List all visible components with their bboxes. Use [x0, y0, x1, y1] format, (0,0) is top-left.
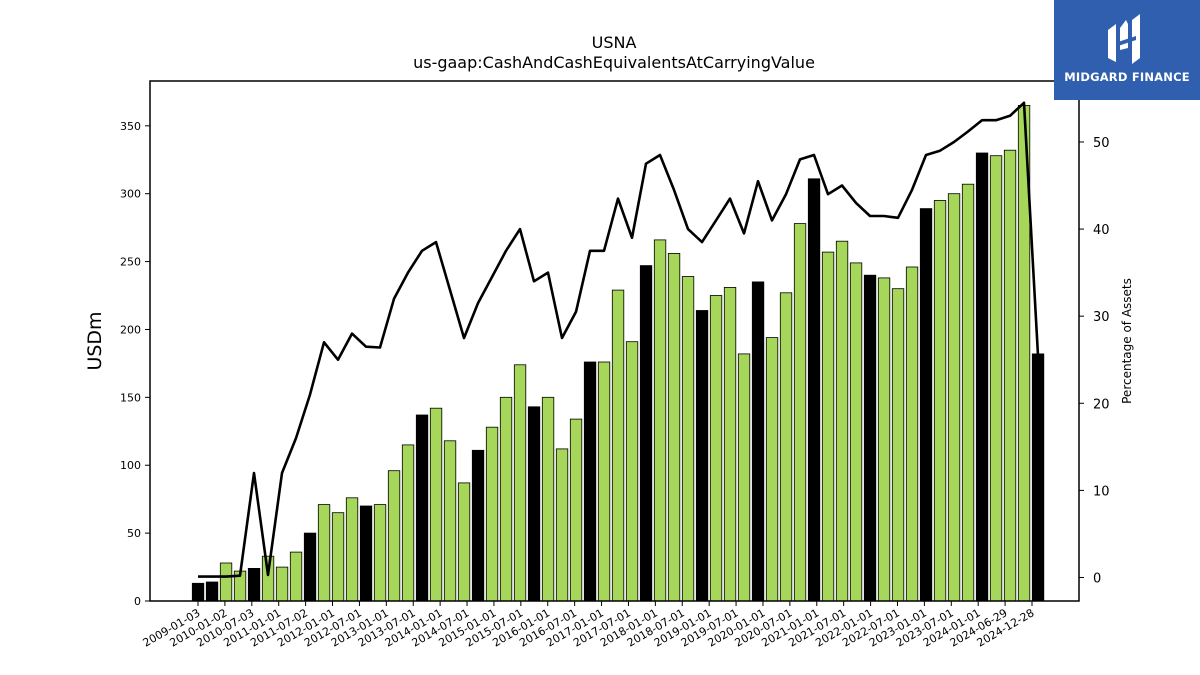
y2-tick-label: 10	[1093, 484, 1110, 499]
bar	[625, 341, 639, 602]
bar	[429, 407, 443, 602]
bar	[513, 364, 527, 602]
right-y-axis: 0 10 20 30 40 50	[1079, 136, 1110, 586]
bar	[779, 292, 793, 602]
bar	[541, 396, 555, 602]
bar	[359, 505, 373, 602]
bar	[681, 276, 695, 602]
bar	[275, 566, 289, 602]
bar	[583, 361, 597, 602]
y-tick-label: 0	[134, 595, 141, 608]
bar	[485, 426, 499, 602]
y-tick-label: 50	[127, 527, 141, 540]
bar	[191, 582, 205, 602]
y2-tick-label: 20	[1093, 397, 1110, 412]
bar	[653, 239, 667, 602]
y2-tick-label: 40	[1093, 223, 1110, 238]
y-tick-label: 300	[120, 188, 141, 201]
bar	[667, 252, 681, 602]
y2-axis-label: Percentage of Assets	[1120, 278, 1134, 404]
bar	[877, 277, 891, 602]
x-axis: 2009-01-032010-01-022010-07-032011-01-01…	[141, 601, 1037, 650]
bar	[289, 551, 303, 602]
bar	[555, 448, 569, 602]
bar-layer	[191, 105, 1045, 602]
bar	[835, 240, 849, 602]
y-tick-label: 100	[120, 459, 141, 472]
y-tick-label: 350	[120, 120, 141, 133]
bar	[219, 562, 233, 602]
bar	[387, 470, 401, 602]
bar	[975, 152, 989, 602]
bar	[317, 504, 331, 602]
bar	[989, 155, 1003, 602]
bar	[723, 286, 737, 602]
bar	[807, 178, 821, 602]
bar	[709, 295, 723, 602]
bar	[611, 289, 625, 602]
bar	[849, 262, 863, 602]
bar	[919, 208, 933, 602]
bar	[737, 353, 751, 602]
plot-frame	[149, 80, 1080, 602]
y-tick-label: 250	[120, 256, 141, 269]
bar	[499, 396, 513, 602]
bar	[863, 274, 877, 602]
bar	[905, 266, 919, 602]
bar	[205, 581, 219, 602]
y-axis-label: USDm	[84, 311, 106, 370]
bar	[247, 568, 261, 602]
bar	[961, 183, 975, 602]
bar	[443, 440, 457, 602]
bar	[261, 555, 275, 602]
y2-tick-label: 0	[1093, 571, 1101, 586]
percentage-line	[198, 101, 1040, 578]
left-y-axis: 0 50 100 150 200 250 300 350	[120, 120, 150, 608]
midgard-logo-icon	[1108, 14, 1140, 64]
logo-text: MIDGARD FINANCE	[1064, 70, 1190, 84]
logo-badge: MIDGARD FINANCE	[1054, 0, 1200, 100]
bar	[793, 223, 807, 602]
y-tick-label: 150	[120, 391, 141, 404]
bar	[891, 288, 905, 602]
bar	[303, 532, 317, 602]
y2-tick-label: 30	[1093, 310, 1110, 325]
bar	[597, 361, 611, 602]
bar	[345, 497, 359, 602]
bar	[639, 265, 653, 602]
bar	[751, 281, 765, 602]
bar	[933, 200, 947, 602]
bar	[401, 444, 415, 602]
bar	[569, 418, 583, 602]
bar	[765, 337, 779, 602]
bar	[695, 310, 709, 602]
bar	[471, 449, 485, 602]
chart-title: USNA	[592, 33, 637, 52]
y2-tick-label: 50	[1093, 136, 1110, 151]
bar	[415, 414, 429, 602]
bar	[527, 406, 541, 602]
bar	[373, 504, 387, 602]
bar	[947, 193, 961, 602]
bar	[457, 482, 471, 602]
bar	[1003, 149, 1017, 602]
chart-subtitle: us-gaap:CashAndCashEquivalentsAtCarrying…	[413, 53, 815, 72]
bar	[331, 512, 345, 602]
bar	[821, 251, 835, 602]
y-tick-label: 200	[120, 323, 141, 336]
bar	[1031, 353, 1045, 602]
